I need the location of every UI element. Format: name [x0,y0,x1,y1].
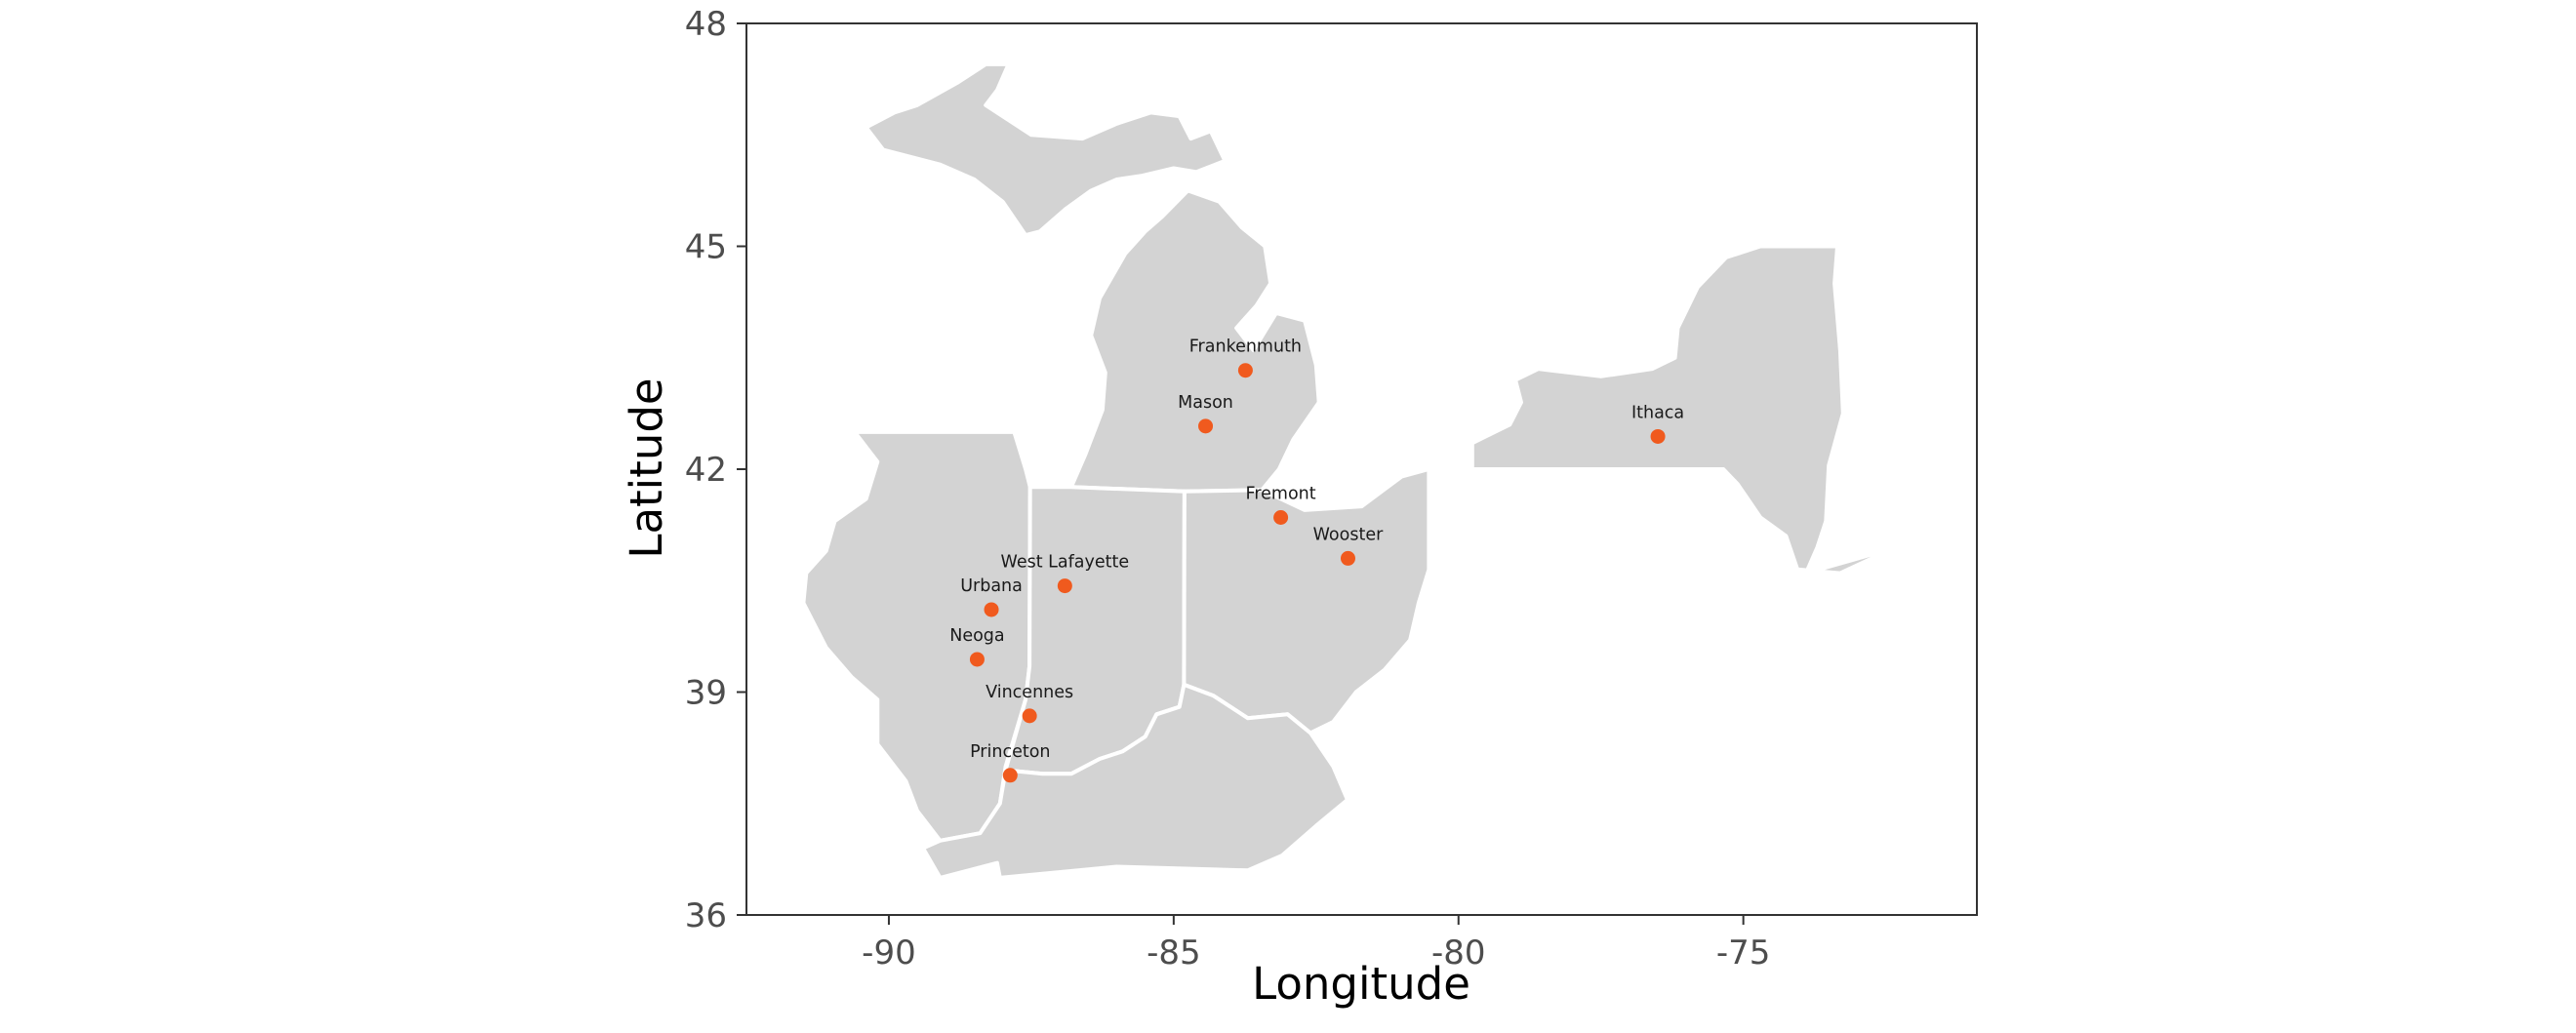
site-label: Mason [1178,393,1233,413]
state-michigan-lower [1068,188,1321,494]
site-label: Princeton [970,742,1050,762]
site-label: Fremont [1246,485,1316,504]
site-point-frankenmuth [1237,363,1253,378]
y-tick-label: 48 [685,5,727,44]
x-tick-label: -90 [862,934,916,973]
site-label: Frankenmuth [1189,338,1302,357]
site-label: Wooster [1313,525,1384,544]
y-axis-title: Latitude [621,377,672,558]
x-axis-title: Longitude [1252,958,1470,1010]
x-tick-label: -80 [1431,934,1486,973]
site-label: West Lafayette [1001,553,1130,573]
y-tick-label: 42 [685,451,727,490]
state-new-york [1469,244,1922,576]
site-label: Ithaca [1631,403,1684,422]
site-label: Neoga [949,626,1004,646]
state-ohio [1182,467,1431,735]
site-markers: Frankenmuth Mason Ithaca Fremont Wooster West… [949,338,1684,783]
site-point-fremont [1273,510,1289,526]
state-regions [801,61,1922,880]
site-point-wooster [1340,550,1355,566]
site-label: Vincennes [986,683,1073,702]
site-label: Urbana [960,576,1023,596]
y-tick-label: 45 [685,228,727,267]
y-tick-label: 39 [685,674,727,713]
site-point-mason [1198,418,1214,434]
x-axis: -90 -85 -80 -75 [862,915,1770,973]
site-point-west-lafayette [1057,578,1072,594]
site-point-vincennes [1022,708,1037,724]
site-point-neoga [969,652,985,667]
y-tick-label: 36 [685,896,727,935]
site-point-urbana [984,602,999,617]
site-point-ithaca [1650,428,1666,444]
x-tick-label: -85 [1147,934,1201,973]
y-axis: 36 39 42 45 48 [685,5,746,935]
state-kentucky [921,682,1349,880]
state-michigan-upper [864,61,1228,238]
site-point-princeton [1002,768,1018,783]
x-tick-label: -75 [1716,934,1771,973]
